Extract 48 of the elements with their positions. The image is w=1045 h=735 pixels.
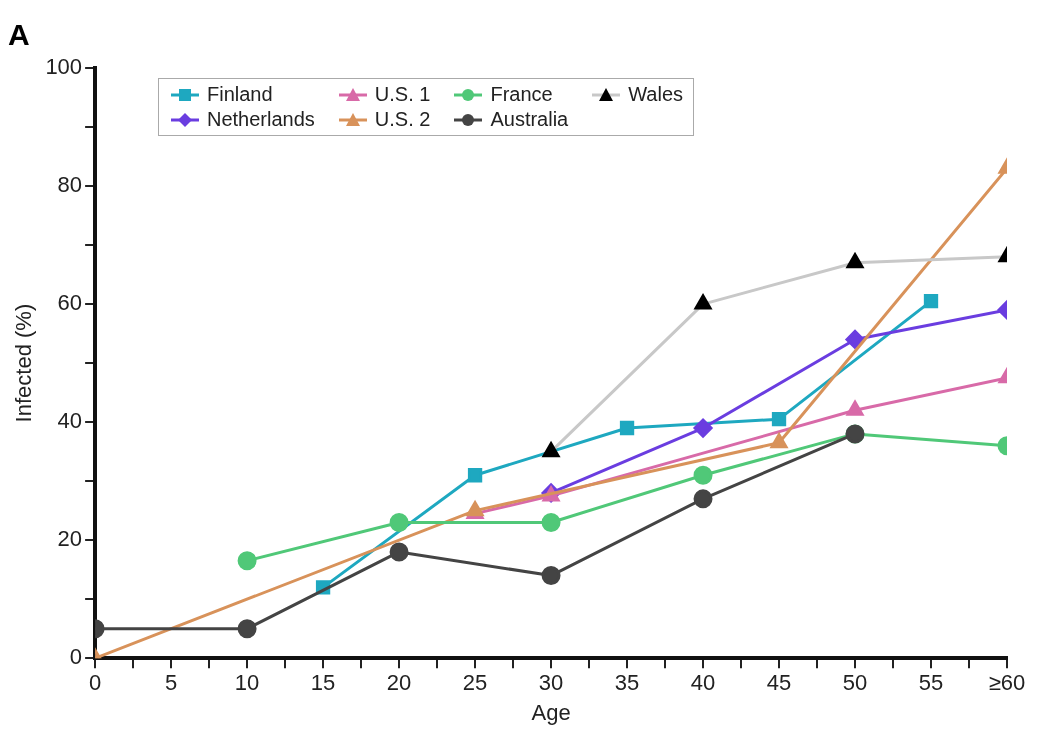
x-tick-label: 40 — [690, 670, 716, 696]
x-tick-label: 45 — [766, 670, 792, 696]
y-tick-label: 20 — [57, 526, 83, 552]
point — [237, 619, 257, 639]
x-tick-label: 30 — [538, 670, 564, 696]
legend-label: Netherlands — [207, 108, 315, 131]
point — [846, 400, 864, 416]
x-tick-label: 10 — [234, 670, 260, 696]
legend-label: Australia — [490, 108, 569, 131]
y-tick-label: 100 — [45, 54, 83, 80]
point — [541, 512, 561, 532]
point — [845, 329, 865, 349]
point — [846, 253, 864, 269]
point — [389, 542, 409, 562]
x-axis-title: Age — [531, 699, 571, 725]
y-axis-title: Infected (%) — [11, 303, 37, 423]
x-tick-label: 0 — [88, 670, 102, 696]
legend-label: U.S. 1 — [374, 83, 431, 106]
point — [694, 294, 712, 310]
point — [541, 566, 561, 586]
point — [542, 442, 560, 458]
legend-label: Finland — [207, 83, 273, 106]
point — [237, 551, 257, 571]
x-tick-label: 20 — [386, 670, 412, 696]
x-tick-label: 35 — [614, 670, 640, 696]
y-tick-label: 60 — [57, 290, 83, 316]
point — [389, 512, 409, 532]
point — [693, 418, 713, 438]
x-tick-label: 50 — [842, 670, 868, 696]
legend-label: U.S. 2 — [374, 108, 431, 131]
point — [467, 468, 483, 483]
point — [693, 489, 713, 509]
point — [693, 465, 713, 485]
point — [771, 412, 787, 427]
y-tick-label: 80 — [57, 172, 83, 198]
point — [619, 420, 635, 436]
x-tick-label: ≥60 — [988, 670, 1026, 696]
x-tick-label: 25 — [462, 670, 488, 696]
point — [770, 433, 788, 449]
legend-label: France — [490, 83, 553, 106]
x-tick-label: 15 — [310, 670, 336, 696]
text: A — [8, 18, 30, 52]
y-tick-label: 0 — [69, 644, 83, 670]
legend-label: Wales — [628, 83, 684, 106]
x-tick-label: 5 — [164, 670, 178, 696]
y-tick-label: 40 — [57, 408, 83, 434]
point — [923, 293, 939, 309]
x-tick-label: 55 — [918, 670, 944, 696]
